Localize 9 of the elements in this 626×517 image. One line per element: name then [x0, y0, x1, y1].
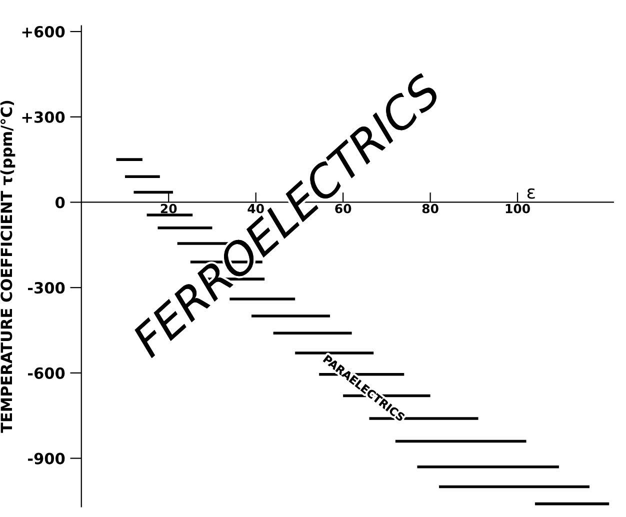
y-tick-label: -600 [28, 367, 65, 379]
y-tick-label: -300 [28, 282, 65, 294]
x-tick-label: 100 [506, 204, 530, 214]
y-tick-label: 0 [56, 196, 65, 208]
y-tick-label: +600 [22, 26, 65, 38]
y-tick-label: +300 [22, 111, 65, 123]
y-tick-label: -900 [28, 452, 65, 464]
y-axis-title: TEMPERATURE COEFFICIENT τ(ppm/°C) [0, 100, 16, 433]
x-axis-title: ε [527, 188, 535, 199]
